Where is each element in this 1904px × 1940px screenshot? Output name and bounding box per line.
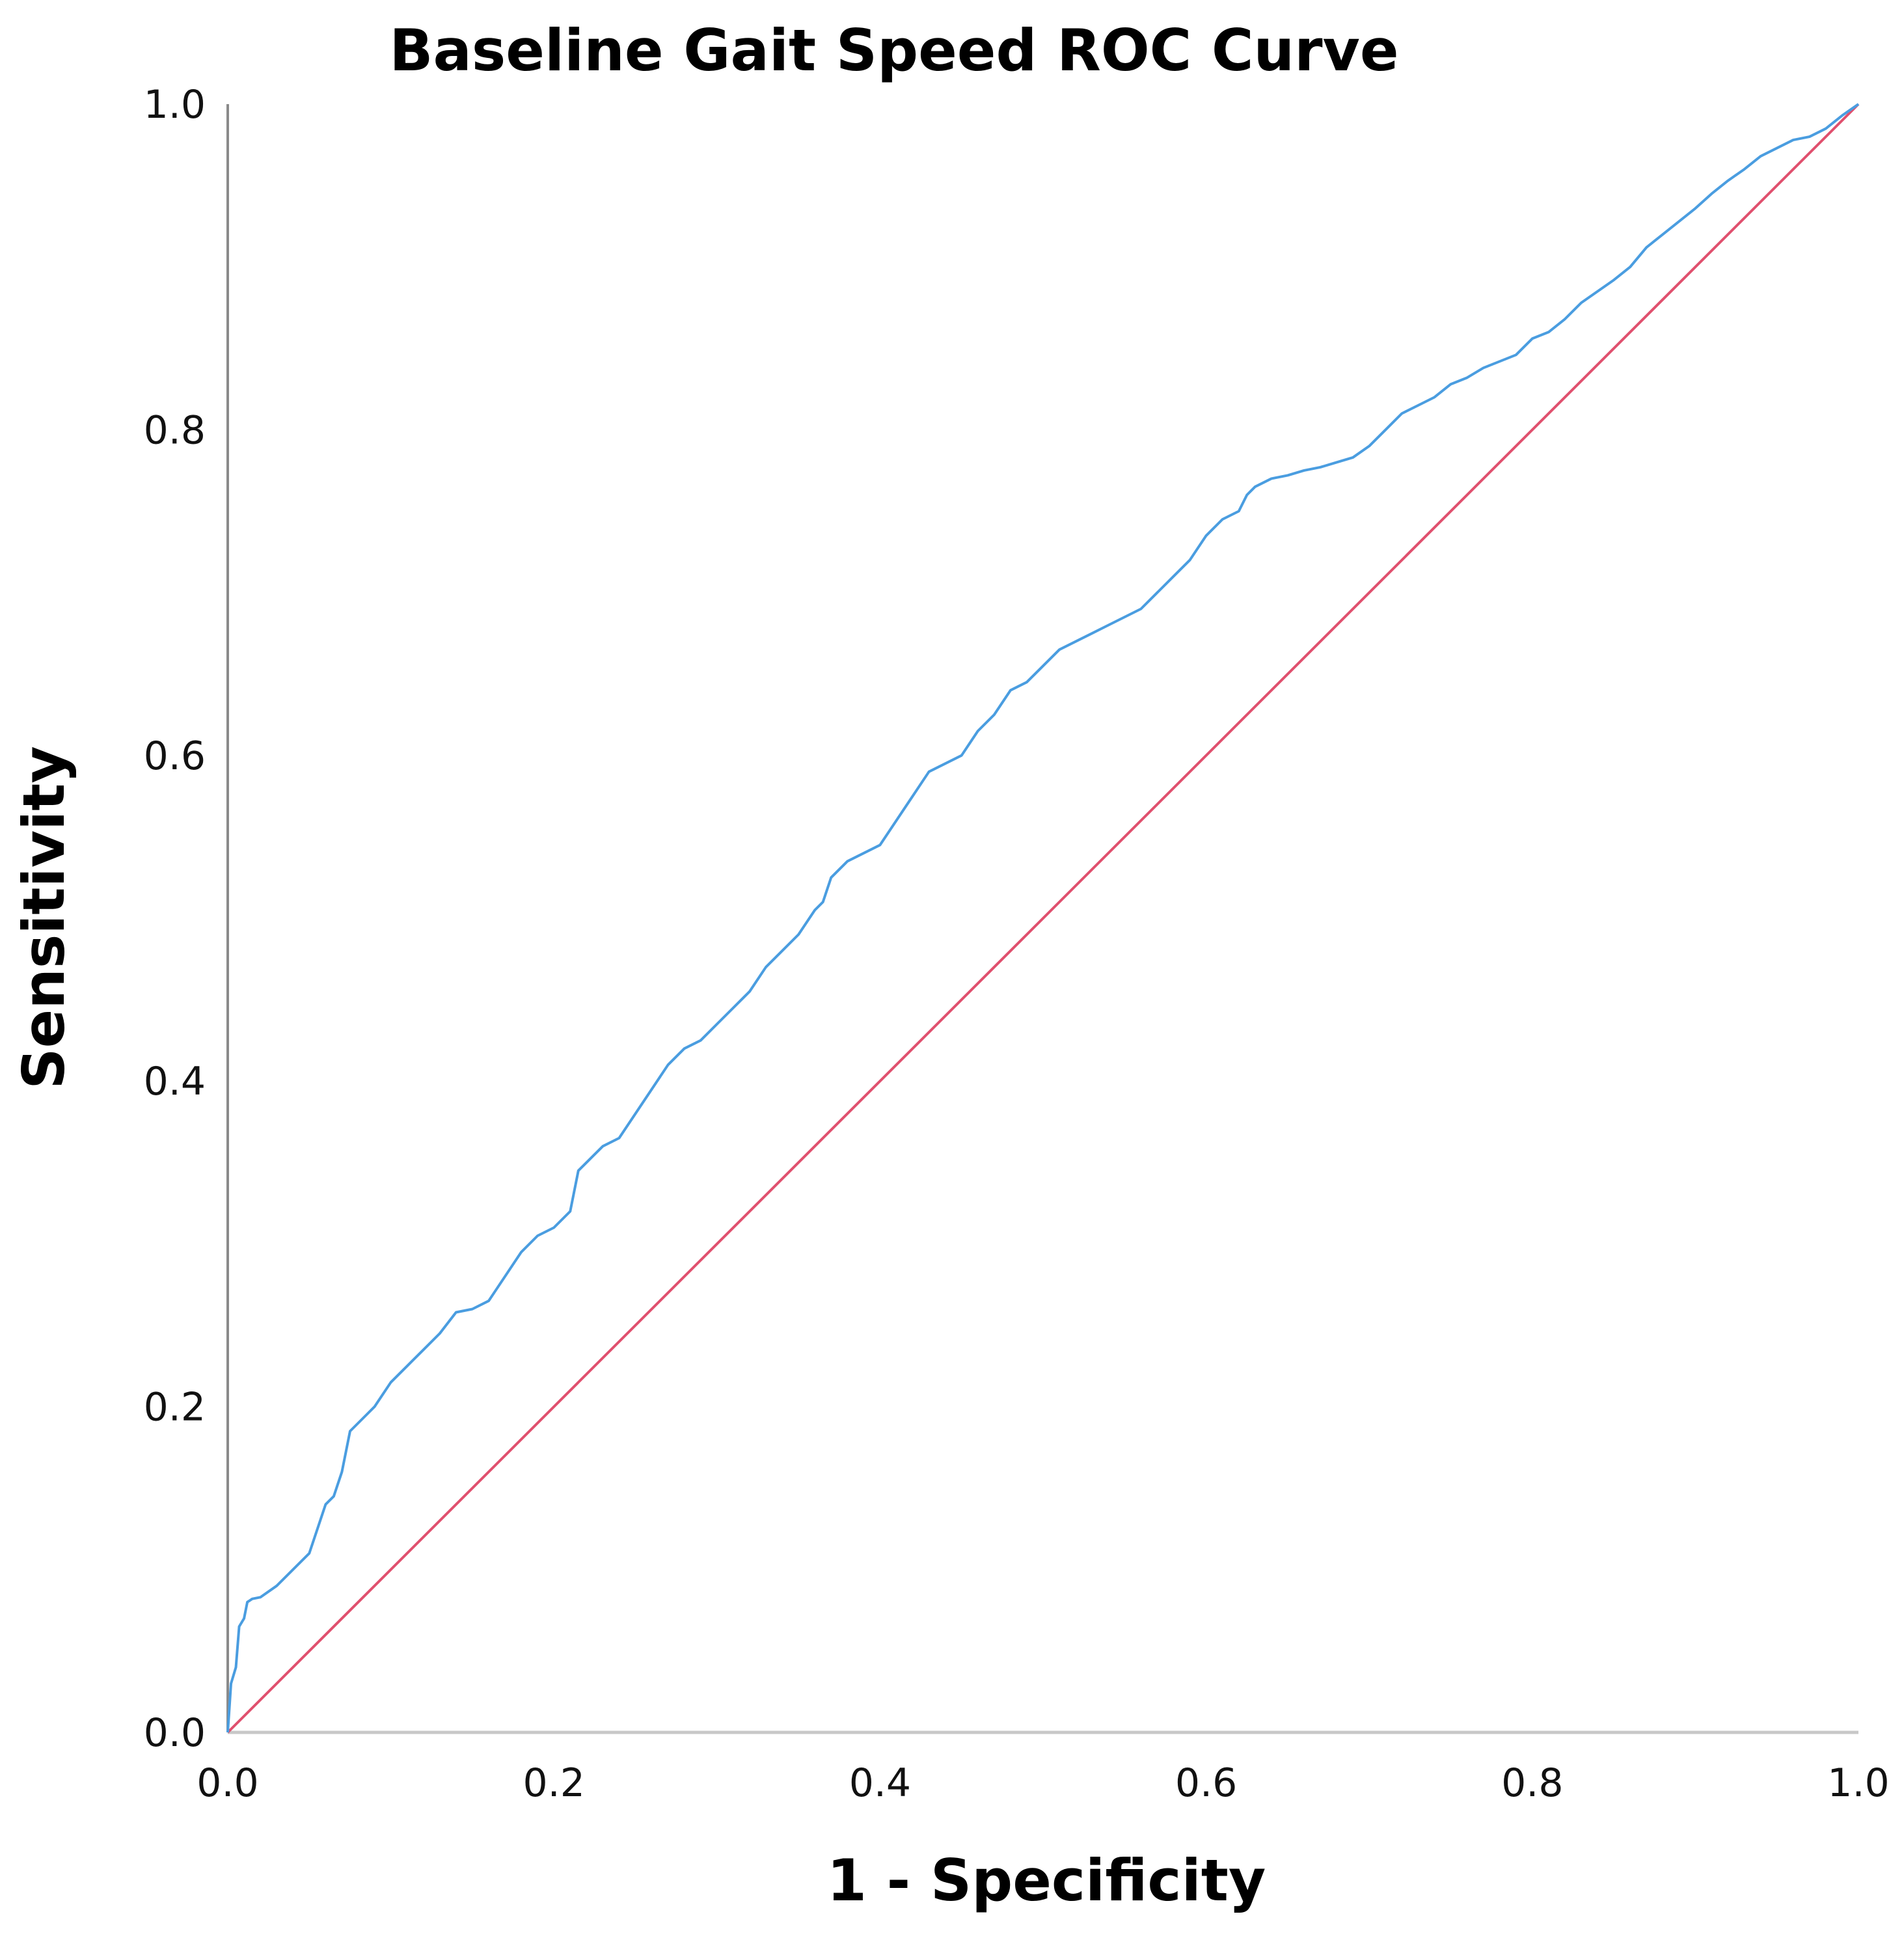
series-layer [226, 103, 1860, 1734]
y-tick-label: 0.4 [144, 1059, 206, 1104]
x-axis-label: 1 - Specificity [827, 1847, 1266, 1914]
y-tick-label: 0.8 [144, 407, 206, 453]
y-tick-label: 0.2 [144, 1385, 206, 1430]
y-tick-labels: 0.0 0.2 0.4 0.6 0.8 1.0 [144, 82, 206, 1756]
y-tick-label: 0.0 [144, 1710, 206, 1756]
x-tick-label: 1.0 [1827, 1760, 1889, 1806]
y-tick-label: 0.6 [144, 733, 206, 779]
y-axis: 0.0 0.2 0.4 0.6 0.8 1.0 [144, 82, 229, 1756]
x-tick-label: 0.8 [1501, 1760, 1563, 1806]
x-tick-label: 0.4 [849, 1760, 911, 1806]
y-tick-label: 1.0 [144, 82, 206, 128]
x-tick-label: 0.6 [1175, 1760, 1237, 1806]
roc-curve-line [226, 103, 1860, 1733]
x-tick-labels: 0.0 0.2 0.4 0.6 0.8 1.0 [197, 1760, 1889, 1806]
x-tick-label: 0.2 [523, 1760, 584, 1806]
x-axis: 0.0 0.2 0.4 0.6 0.8 1.0 [197, 1730, 1890, 1806]
x-tick-label: 0.0 [197, 1760, 258, 1806]
reference-line [226, 103, 1860, 1734]
chart-title: Baseline Gait Speed ROC Curve [389, 17, 1398, 84]
y-axis-label: Sensitivity [10, 746, 77, 1089]
